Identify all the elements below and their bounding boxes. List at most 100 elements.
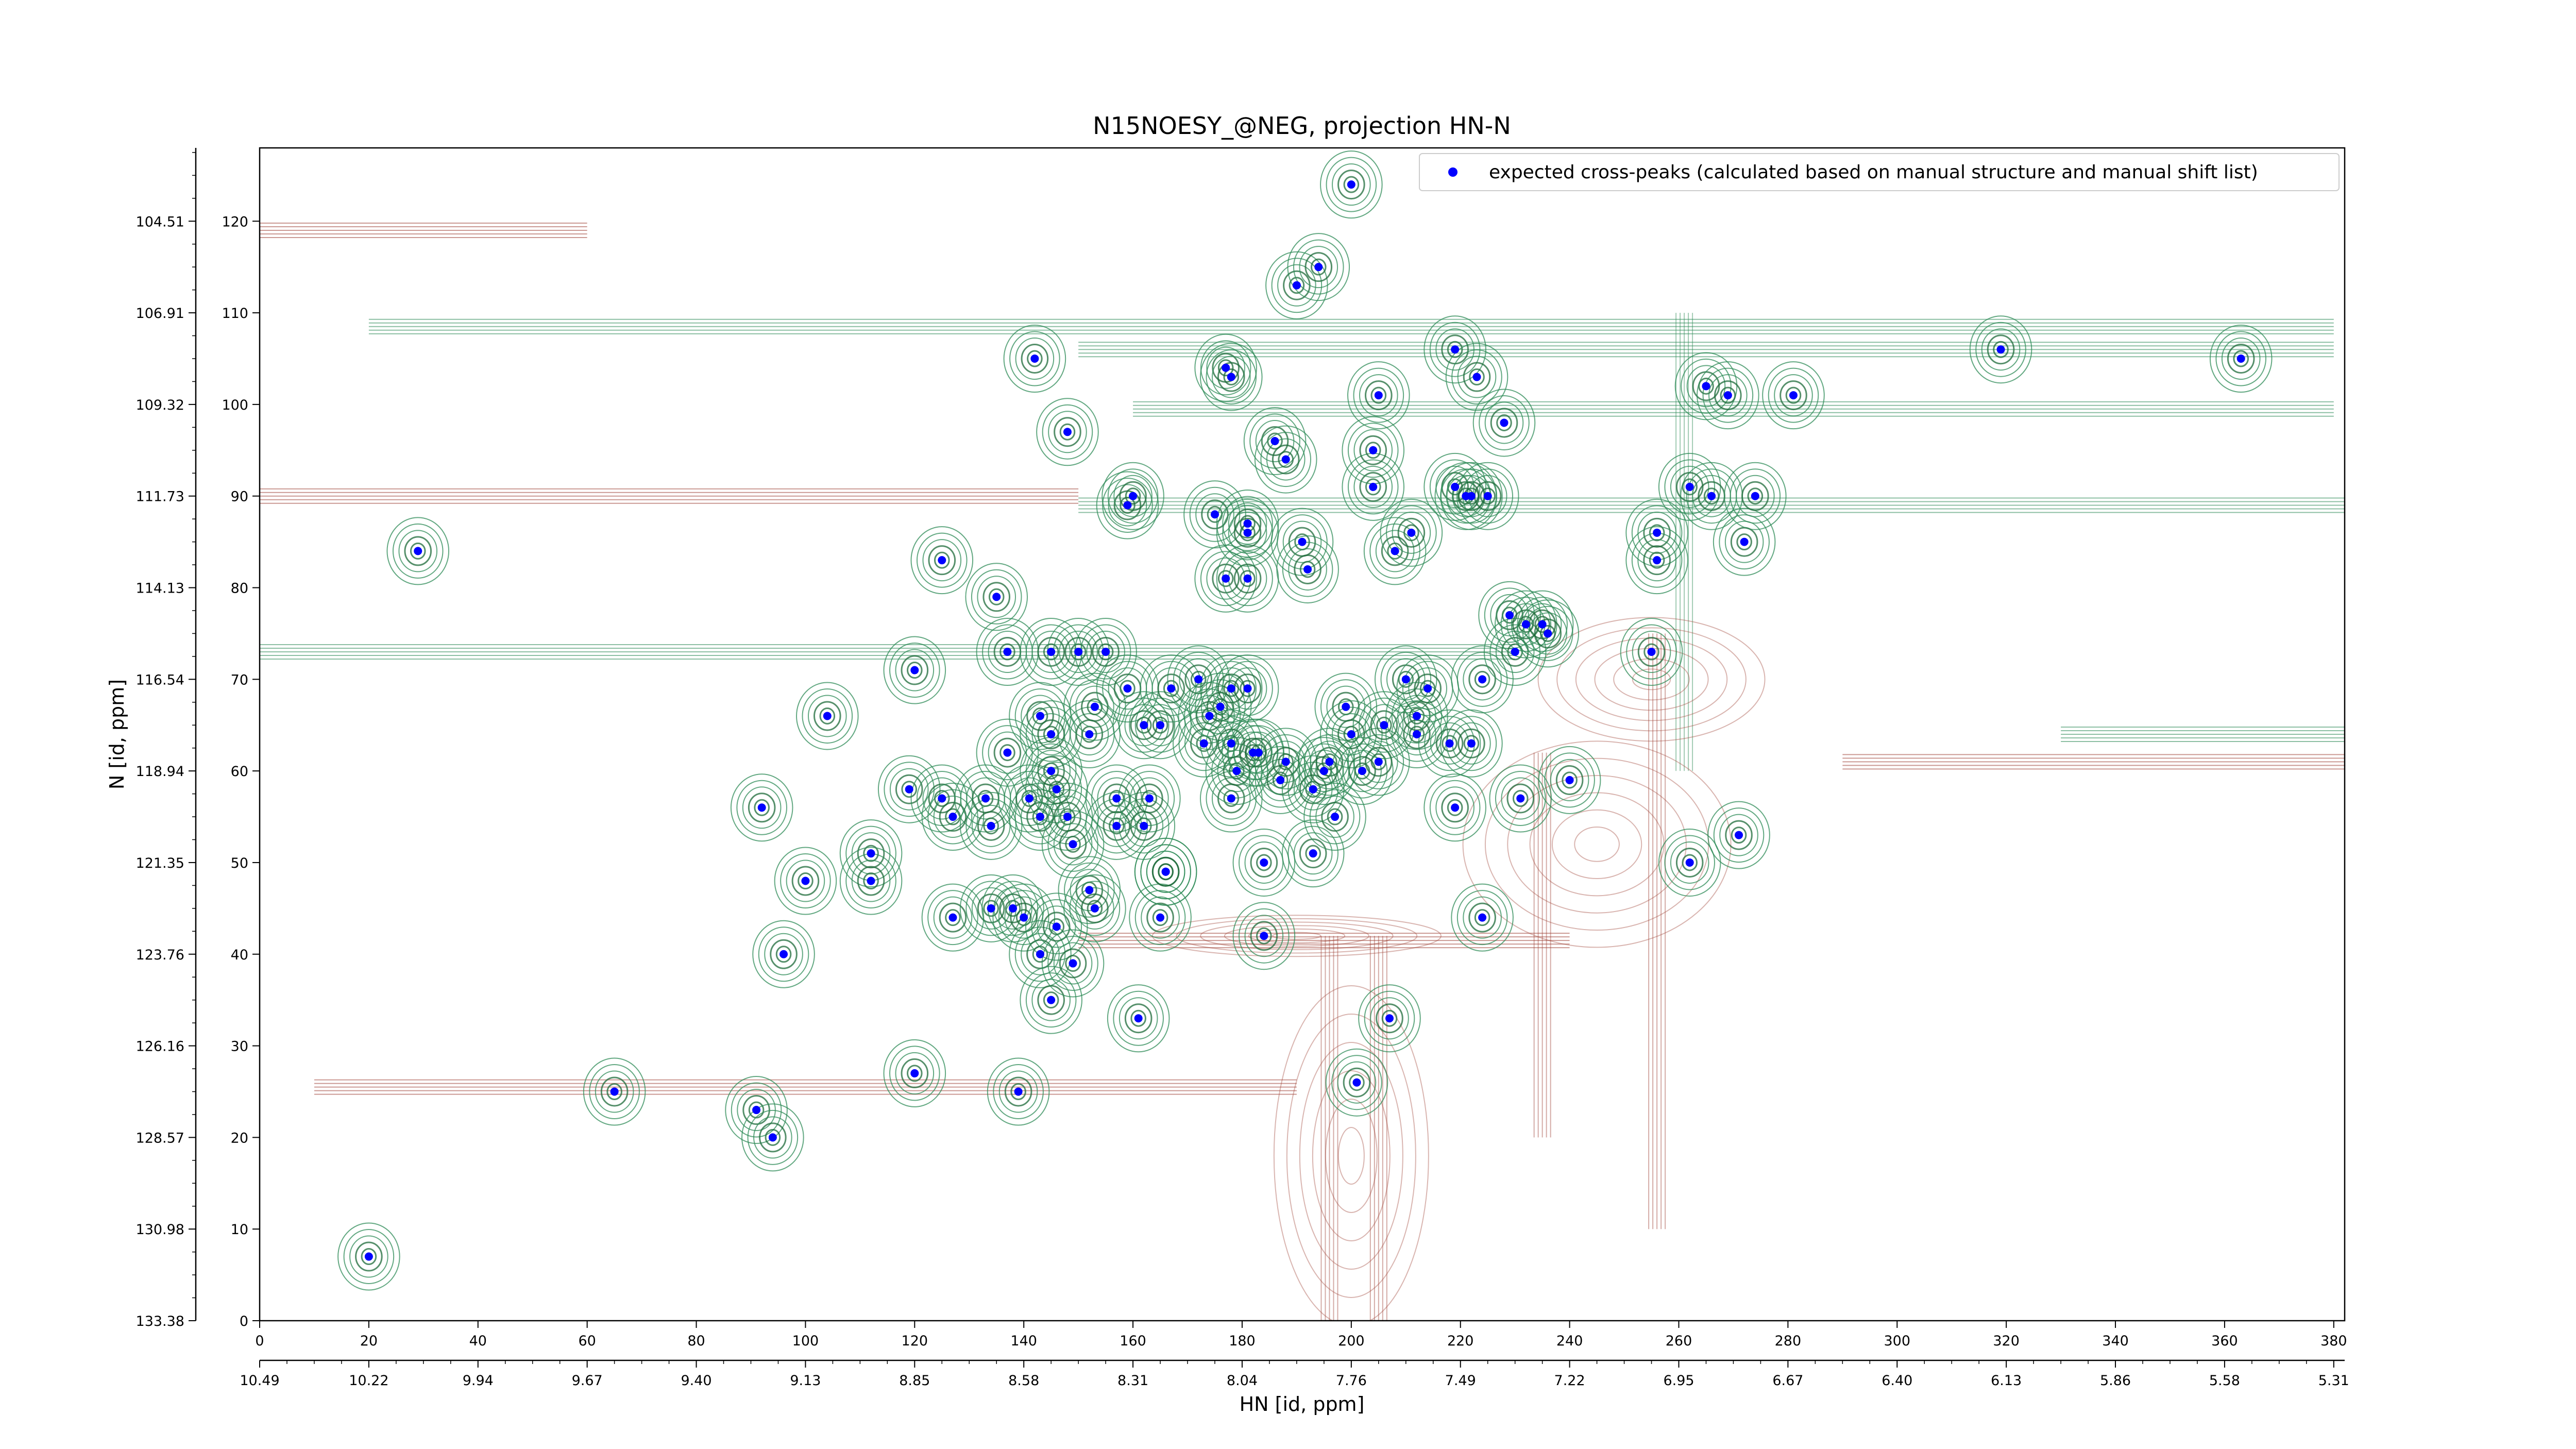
contour-ring — [752, 920, 815, 988]
contour-blob — [1613, 658, 1690, 701]
contour-ring — [1184, 688, 1235, 744]
contour-ring — [983, 900, 999, 917]
contour-ring — [907, 1065, 923, 1082]
contour-ring — [1145, 661, 1197, 716]
contour-ring — [1534, 618, 1562, 649]
contour-ring — [1064, 862, 1115, 918]
contour-ring — [1250, 921, 1278, 951]
legend-box — [1419, 153, 2340, 191]
contour-ring — [895, 649, 935, 692]
cross-peak-point — [1751, 492, 1759, 500]
cross-peak-point — [1653, 556, 1662, 565]
cross-peak-point — [1222, 363, 1230, 372]
contour-ring — [1500, 597, 1552, 652]
cross-peak-point — [1702, 382, 1710, 391]
cross-peak-point — [1369, 482, 1378, 491]
contour-ring — [1419, 680, 1436, 697]
cross-peak-point — [1385, 1014, 1394, 1023]
contour-blob — [1224, 925, 1369, 947]
cross-peak-point — [364, 1252, 373, 1261]
contour-ring — [791, 866, 820, 896]
contour-ring — [1441, 793, 1469, 823]
cross-peak-point — [1407, 528, 1416, 537]
cross-peak-point — [1281, 455, 1290, 464]
contour-ring — [1376, 1003, 1403, 1034]
contour-ring — [1025, 972, 1077, 1028]
cross-peak-point — [1467, 739, 1476, 748]
cross-peak-point — [1167, 684, 1176, 693]
contour-ring — [1474, 670, 1490, 688]
contour-ring — [1025, 743, 1077, 799]
contour-ring — [1327, 808, 1343, 825]
contour-ring — [1031, 750, 1071, 793]
contour-ring — [775, 946, 792, 963]
y-tick-label: 80 — [231, 581, 248, 597]
contour-ring — [933, 896, 973, 939]
contour-ring — [1021, 343, 1049, 374]
contour-ring — [1731, 827, 1747, 844]
contour-ring — [1518, 616, 1534, 633]
contour-ring — [1670, 465, 1709, 508]
contour-ring — [1698, 377, 1714, 395]
hn-tick-label: 8.85 — [899, 1373, 930, 1389]
cross-peak-point — [910, 666, 919, 675]
contour-ring — [1299, 561, 1316, 578]
contour-ring — [1015, 337, 1055, 380]
contour-ring — [1469, 368, 1485, 386]
cross-peak-point — [1391, 547, 1399, 555]
cross-peak-point — [1478, 913, 1487, 922]
contour-ring — [725, 1076, 788, 1144]
n-tick-label: 118.94 — [136, 764, 184, 780]
contour-ring — [982, 582, 1011, 612]
contour-blob — [1273, 985, 1429, 1321]
contour-ring — [1637, 511, 1676, 554]
contour-ring — [780, 853, 831, 908]
contour-ring — [877, 755, 941, 823]
cross-peak-point — [1003, 748, 1012, 757]
y-axis-title: N [id, ppm] — [106, 679, 128, 789]
contour-blob — [1574, 827, 1620, 862]
contour-ring — [1391, 688, 1443, 744]
y-tick-label: 0 — [240, 1313, 248, 1329]
contour-ring — [1398, 670, 1414, 688]
contour-ring — [1222, 496, 1273, 551]
contour-ring — [737, 1089, 776, 1132]
contour-ring — [583, 1057, 646, 1126]
contour-ring — [1501, 636, 1529, 667]
contour-ring — [1326, 706, 1377, 762]
cross-peak-point — [1140, 721, 1148, 730]
contour-ring — [1682, 854, 1698, 871]
contour-ring — [901, 655, 929, 685]
contour-ring — [1331, 1055, 1382, 1110]
contour-ring — [1092, 636, 1120, 667]
contour-ring — [1522, 605, 1573, 661]
cross-peak-point — [1358, 767, 1367, 776]
contour-ring — [1785, 386, 1802, 404]
contour-ring — [1194, 333, 1257, 402]
contour-ring — [1053, 942, 1093, 985]
contour-ring — [1649, 551, 1665, 569]
contour-layer — [260, 150, 2345, 1321]
contour-ring — [1534, 616, 1550, 633]
contour-ring — [742, 1095, 770, 1125]
contour-ring — [1014, 926, 1066, 982]
contour-ring — [1440, 709, 1503, 778]
contour-ring — [1037, 985, 1065, 1015]
contour-ring — [1326, 685, 1366, 728]
contour-ring — [1009, 331, 1060, 386]
contour-ring — [1365, 380, 1393, 411]
contour-ring — [748, 793, 776, 823]
contour-ring — [1720, 386, 1736, 404]
contour-ring — [1381, 536, 1409, 566]
cross-peak-point — [1298, 537, 1307, 546]
contour-ring — [1343, 726, 1360, 743]
contour-ring — [1025, 892, 1088, 961]
cross-peak-point — [1505, 611, 1514, 619]
contour-ring — [808, 695, 847, 737]
contour-ring — [1293, 239, 1344, 295]
contour-ring — [741, 1103, 804, 1172]
contour-ring — [1010, 902, 1038, 933]
contour-ring — [1211, 722, 1251, 765]
cross-peak-point — [1380, 721, 1388, 730]
n-tick-label: 114.13 — [136, 581, 184, 597]
